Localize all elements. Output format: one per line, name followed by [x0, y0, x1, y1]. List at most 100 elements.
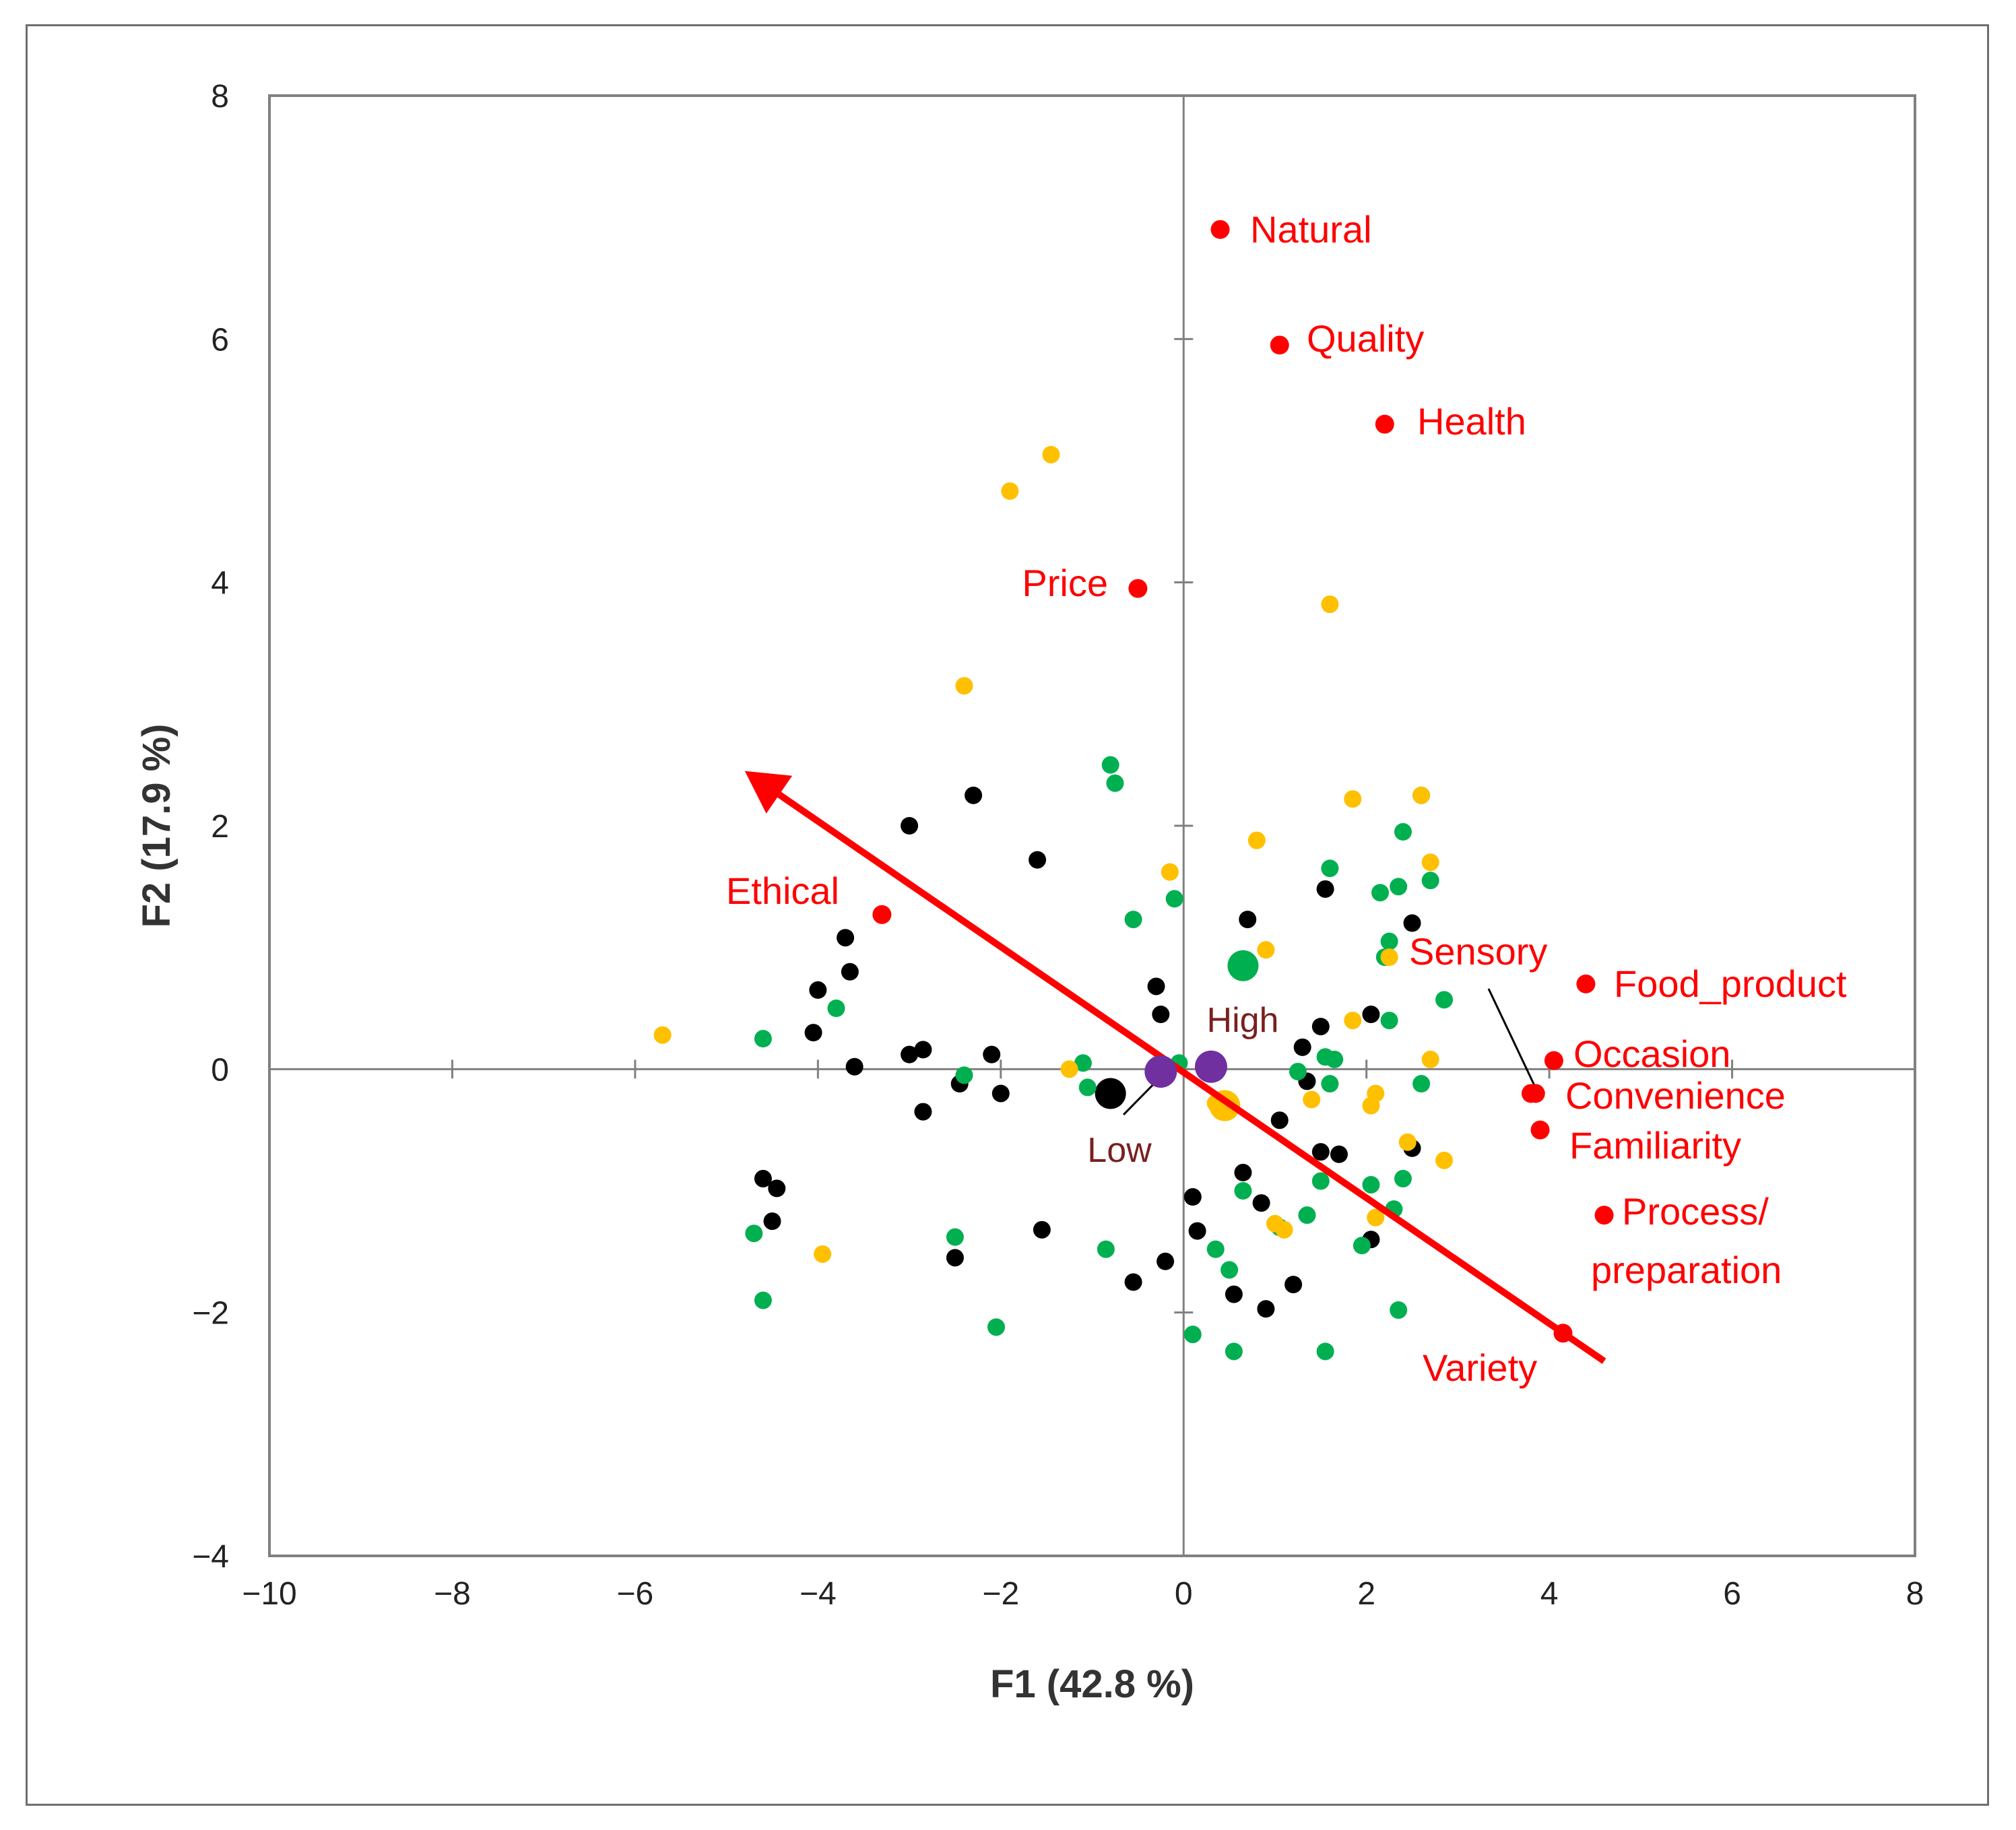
- observation-point-green: [1316, 1342, 1334, 1361]
- observation-point-green: [1321, 1075, 1339, 1093]
- observation-point-black: [1330, 1145, 1348, 1163]
- x-tick-label: 0: [1175, 1576, 1193, 1612]
- observation-point-green: [1412, 1075, 1431, 1093]
- observation-point-black: [1147, 977, 1165, 995]
- observation-point-green: [1124, 911, 1142, 929]
- observation-point-black: [901, 817, 919, 835]
- observation-point-black: [1403, 914, 1421, 932]
- observation-point-orange: [1161, 863, 1179, 881]
- x-tick-label: 6: [1723, 1576, 1741, 1612]
- x-tick-label: −4: [800, 1576, 837, 1612]
- observation-point-black: [991, 1084, 1010, 1103]
- variable-point-variety: [1553, 1324, 1573, 1343]
- observation-point-orange: [1247, 831, 1266, 849]
- variable-point-occasion: [1544, 1051, 1563, 1070]
- observation-point-green: [1380, 932, 1398, 950]
- variable-label-ethical: Ethical: [726, 870, 839, 912]
- observation-point-green: [745, 1224, 763, 1243]
- observation-point-green: [1380, 1012, 1398, 1030]
- observation-point-green: [1289, 1062, 1307, 1080]
- observation-point-black: [1239, 911, 1257, 929]
- observation-point-green: [1206, 1240, 1225, 1258]
- observation-point-black: [983, 1045, 1001, 1064]
- observation-point-black: [1285, 1276, 1303, 1294]
- observation-point-green: [1078, 1078, 1097, 1097]
- observation-point-green: [1326, 1050, 1344, 1068]
- observation-point-green: [1225, 1342, 1243, 1361]
- variable-label-natural: Natural: [1250, 208, 1372, 251]
- x-tick-label: −2: [982, 1576, 1019, 1612]
- plot-area: [268, 94, 1916, 1557]
- group-point-low: [1144, 1055, 1177, 1088]
- observation-point-green: [1421, 872, 1439, 890]
- observation-point-orange: [653, 1026, 672, 1044]
- variable-label-process-line2: preparation: [1591, 1249, 1782, 1291]
- observation-point-green: [1165, 890, 1183, 908]
- observation-point-orange: [1303, 1090, 1321, 1109]
- observation-point-black: [1225, 1285, 1243, 1303]
- observation-point-black: [1124, 1273, 1142, 1291]
- observation-point-orange: [1398, 1133, 1417, 1151]
- observation-point-green: [754, 1291, 772, 1309]
- y-tick-label: 4: [211, 566, 229, 601]
- observation-point-black: [768, 1179, 786, 1198]
- observation-point-green: [1101, 756, 1119, 774]
- group-point-high: [1194, 1050, 1227, 1083]
- observation-point-green: [955, 1066, 973, 1084]
- observation-point-black: [946, 1249, 964, 1267]
- y-tick-label: −4: [192, 1539, 229, 1575]
- observation-point-black: [1029, 851, 1047, 869]
- observation-point-orange: [1257, 941, 1275, 959]
- observation-point-green: [1298, 1206, 1316, 1224]
- observation-point-orange: [1435, 1151, 1454, 1169]
- observation-point-black: [804, 1024, 822, 1042]
- observation-point-green: [1106, 774, 1124, 792]
- x-tick-label: 2: [1357, 1576, 1375, 1612]
- observation-point-orange: [1275, 1220, 1293, 1239]
- observation-point-green: [827, 1000, 845, 1017]
- observation-point-green: [1362, 1175, 1380, 1194]
- observation-point-orange: [1001, 482, 1019, 500]
- variable-point-familiarity: [1530, 1120, 1550, 1140]
- y-tick-label: 6: [211, 322, 229, 358]
- variable-label-process: Process/: [1622, 1190, 1769, 1233]
- observation-point-black: [1234, 1163, 1252, 1181]
- observation-point-green: [1097, 1240, 1115, 1258]
- observation-point-black: [845, 1057, 864, 1076]
- y-tick-label: 8: [211, 79, 229, 115]
- observation-point-green: [1390, 1301, 1408, 1319]
- x-tick-label: 4: [1540, 1576, 1559, 1612]
- variable-point-natural: [1210, 220, 1230, 239]
- observation-point-orange: [955, 677, 973, 695]
- observation-point-black: [1311, 1143, 1330, 1161]
- trend-arrow-head: [744, 771, 793, 814]
- observation-point-green: [1371, 884, 1390, 902]
- observation-point-black: [754, 1169, 772, 1187]
- variable-point-price: [1128, 579, 1148, 598]
- variable-label-convenience: Convenience: [1565, 1074, 1786, 1117]
- observation-point-black: [1183, 1188, 1202, 1206]
- group-label-low: Low: [1087, 1131, 1152, 1170]
- variable-point-convenience: [1526, 1084, 1545, 1103]
- trend-arrow-line: [777, 791, 1606, 1365]
- observation-point-orange: [1344, 790, 1362, 808]
- observation-point-orange: [1380, 948, 1398, 967]
- observation-point-black: [837, 929, 855, 947]
- group-centroid-green: [1227, 950, 1259, 981]
- low-leader-line: [1122, 1081, 1157, 1116]
- observation-point-black: [1157, 1252, 1175, 1270]
- observation-point-orange: [1321, 595, 1339, 614]
- observation-point-green: [1435, 991, 1454, 1009]
- observation-point-orange: [1367, 1208, 1385, 1227]
- variable-label-sensory: Sensory: [1409, 930, 1547, 973]
- observation-point-orange: [1042, 445, 1060, 463]
- observation-point-black: [1033, 1220, 1051, 1239]
- observation-point-green: [1353, 1237, 1371, 1255]
- observation-point-black: [763, 1212, 781, 1231]
- observation-point-black: [901, 1045, 919, 1064]
- observation-point-orange: [1344, 1012, 1362, 1030]
- variable-point-foodproduct: [1576, 974, 1596, 993]
- observation-point-green: [1234, 1182, 1252, 1200]
- variable-label-variety: Variety: [1423, 1346, 1537, 1389]
